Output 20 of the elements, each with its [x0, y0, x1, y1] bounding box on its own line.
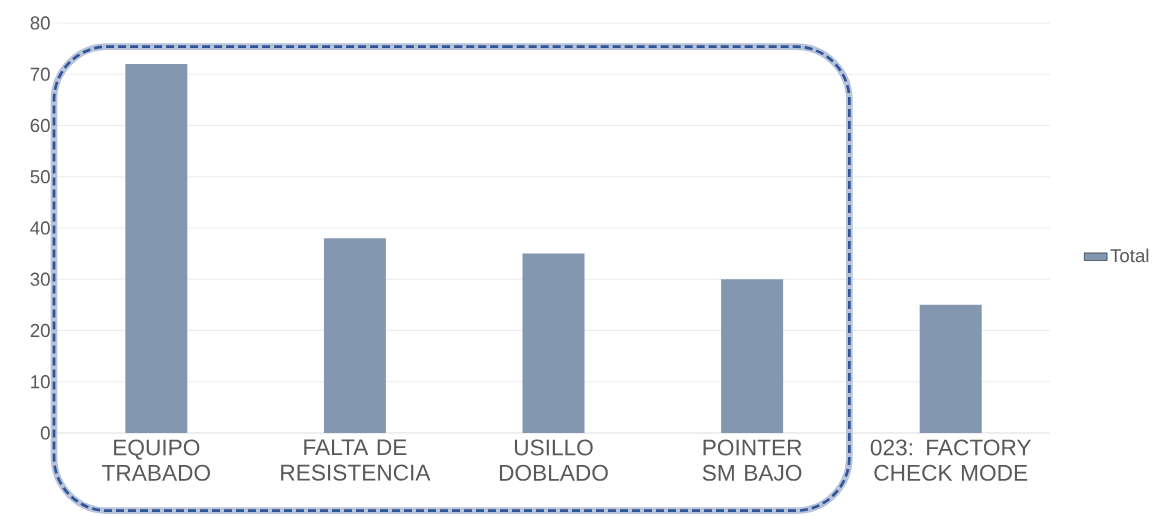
bar [125, 63, 188, 433]
x-tick-label: FALTA DE RESISTENCIA [281, 439, 431, 481]
bar [522, 253, 585, 433]
bar [721, 279, 784, 433]
y-tick-label: 40 [30, 221, 50, 235]
x-tick-label: 023: FACTORY CHECK MODE [870, 439, 1032, 481]
x-tick-label: POINTER SM BAJO [702, 439, 802, 481]
x-tick-label: EQUIPO TRABADO [102, 439, 210, 481]
x-tick-label: USILLO DOBLADO [499, 439, 608, 481]
y-tick-label: 10 [31, 375, 50, 389]
bar [323, 238, 386, 433]
y-tick-label: 50 [30, 170, 50, 184]
y-tick-label: 0 [40, 426, 50, 440]
y-tick-label: 80 [30, 16, 50, 30]
bar [919, 304, 982, 433]
y-tick-label: 70 [30, 67, 50, 81]
y-tick-label: 60 [30, 118, 50, 133]
y-tick-label: 20 [30, 323, 50, 338]
y-tick-label: 30 [30, 272, 50, 286]
legend-label: Total [1110, 248, 1149, 263]
